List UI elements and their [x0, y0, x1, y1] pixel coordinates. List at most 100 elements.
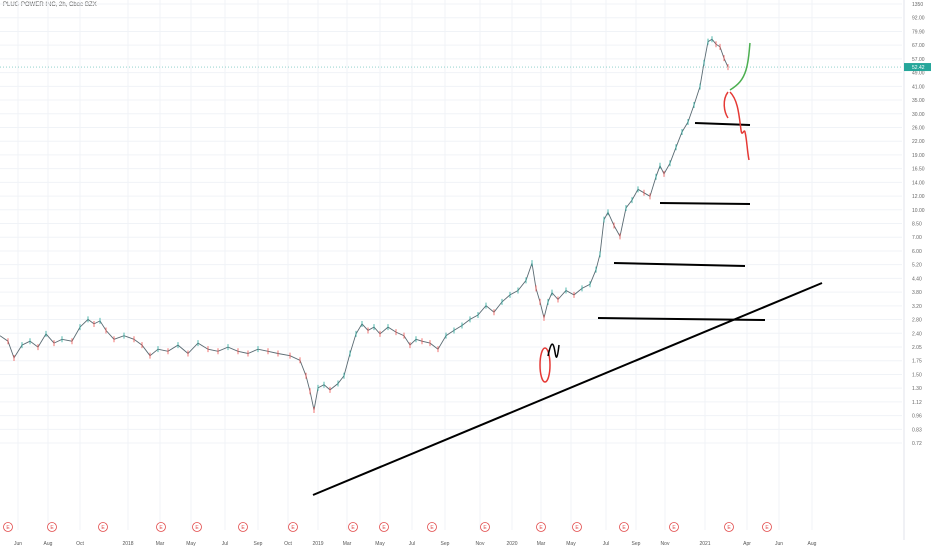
- x-tick-label: 2020: [506, 541, 517, 547]
- earnings-marker-label: E: [430, 525, 434, 531]
- x-tick-label: May: [566, 541, 576, 547]
- price-line: [0, 38, 729, 411]
- x-tick-label: Sep: [254, 541, 263, 547]
- earnings-marker-label: E: [159, 525, 163, 531]
- y-tick-label: 14.00: [912, 180, 925, 186]
- y-tick-label: 16.50: [912, 167, 925, 173]
- earnings-marker-label: E: [575, 525, 579, 531]
- bearish-projection: [729, 91, 750, 161]
- y-tick-label: 0.83: [912, 427, 922, 433]
- y-tick-label: 1350: [912, 2, 923, 8]
- earnings-marker-label: E: [101, 525, 105, 531]
- y-tick-label: 5.20: [912, 263, 922, 269]
- x-tick-label: Jun: [775, 541, 783, 547]
- y-tick-label: 1.30: [912, 386, 922, 392]
- y-tick-label: 2.80: [912, 318, 922, 324]
- y-tick-label: 67.00: [912, 43, 925, 49]
- y-tick-label: 6.00: [912, 249, 922, 255]
- x-tick-label: May: [186, 541, 196, 547]
- y-tick-label: 3.80: [912, 290, 922, 296]
- y-tick-label: 0.72: [912, 441, 922, 447]
- earnings-marker-label: E: [382, 525, 386, 531]
- x-tick-label: 2019: [312, 541, 323, 547]
- x-tick-label: Jun: [14, 541, 22, 547]
- earnings-marker-label: E: [765, 525, 769, 531]
- y-tick-label: 1.50: [912, 372, 922, 378]
- x-tick-label: Jul: [222, 541, 228, 547]
- x-tick-label: Apr: [743, 541, 751, 547]
- x-tick-label: Mar: [537, 541, 546, 547]
- earnings-marker-label: E: [6, 525, 10, 531]
- earnings-marker: [238, 522, 248, 532]
- x-tick-label: Aug: [808, 541, 817, 547]
- earnings-marker: [669, 522, 679, 532]
- bearish-curve: [723, 91, 729, 119]
- y-tick-label: 10.00: [912, 208, 925, 214]
- y-tick-label: 22.00: [912, 139, 925, 145]
- earnings-marker-label: E: [727, 525, 731, 531]
- chart-title: PLUG POWER INC, 2h, Cboe BZX: [3, 2, 97, 8]
- y-tick-label: 49.00: [912, 71, 925, 77]
- earnings-marker: [724, 522, 734, 532]
- earnings-marker: [572, 522, 582, 532]
- support-line-1: [597, 317, 766, 321]
- support-line-4: [694, 122, 751, 126]
- y-tick-label: 8.50: [912, 222, 922, 228]
- y-tick-label: 4.40: [912, 276, 922, 282]
- current-price-badge: [904, 63, 931, 72]
- x-tick-label: Mar: [343, 541, 352, 547]
- earnings-marker-label: E: [539, 525, 543, 531]
- trend-line: [312, 282, 823, 496]
- x-tick-label: 2018: [122, 541, 133, 547]
- earnings-marker-label: E: [483, 525, 487, 531]
- bullish-projection: [729, 42, 751, 91]
- earnings-marker: [192, 522, 202, 532]
- x-tick-label: Sep: [441, 541, 450, 547]
- y-tick-label: 3.20: [912, 304, 922, 310]
- earnings-marker: [619, 522, 629, 532]
- earnings-marker: [427, 522, 437, 532]
- earnings-marker: [98, 522, 108, 532]
- y-tick-label: 79.90: [912, 29, 925, 35]
- recovery-squiggle: [547, 343, 560, 358]
- earnings-marker-label: E: [672, 525, 676, 531]
- earnings-marker-label: E: [622, 525, 626, 531]
- y-tick-label: 0.96: [912, 414, 922, 420]
- earnings-marker: [47, 522, 57, 532]
- y-tick-label: 35.00: [912, 98, 925, 104]
- support-line-2: [613, 262, 746, 267]
- earnings-marker: [762, 522, 772, 532]
- y-tick-label: 7.00: [912, 235, 922, 241]
- earnings-marker: [536, 522, 546, 532]
- y-tick-label: 12.00: [912, 194, 925, 200]
- earnings-marker: [156, 522, 166, 532]
- y-tick-label: 26.00: [912, 125, 925, 131]
- x-tick-label: Oct: [284, 541, 292, 547]
- y-tick-label: 41.00: [912, 84, 925, 90]
- y-tick-label: 57.00: [912, 57, 925, 63]
- x-tick-label: Aug: [44, 541, 53, 547]
- earnings-marker-label: E: [241, 525, 245, 531]
- earnings-marker: [288, 522, 298, 532]
- x-tick-label: Sep: [632, 541, 641, 547]
- earnings-marker-label: E: [291, 525, 295, 531]
- x-tick-label: Jul: [603, 541, 609, 547]
- x-tick-label: Jul: [409, 541, 415, 547]
- y-tick-label: 92.00: [912, 16, 925, 22]
- earnings-marker: [3, 522, 13, 532]
- x-tick-label: May: [375, 541, 385, 547]
- earnings-marker-label: E: [195, 525, 199, 531]
- x-tick-label: Nov: [661, 541, 670, 547]
- x-tick-label: 2021: [699, 541, 710, 547]
- x-tick-label: Oct: [76, 541, 84, 547]
- y-tick-label: 30.00: [912, 112, 925, 118]
- earnings-marker: [379, 522, 389, 532]
- y-tick-label: 2.40: [912, 331, 922, 337]
- y-tick-label: 1.75: [912, 359, 922, 365]
- dip-ellipse: [539, 347, 551, 383]
- x-tick-label: Nov: [476, 541, 485, 547]
- y-tick-label: 1.12: [912, 400, 922, 406]
- x-tick-label: Mar: [156, 541, 165, 547]
- earnings-marker: [348, 522, 358, 532]
